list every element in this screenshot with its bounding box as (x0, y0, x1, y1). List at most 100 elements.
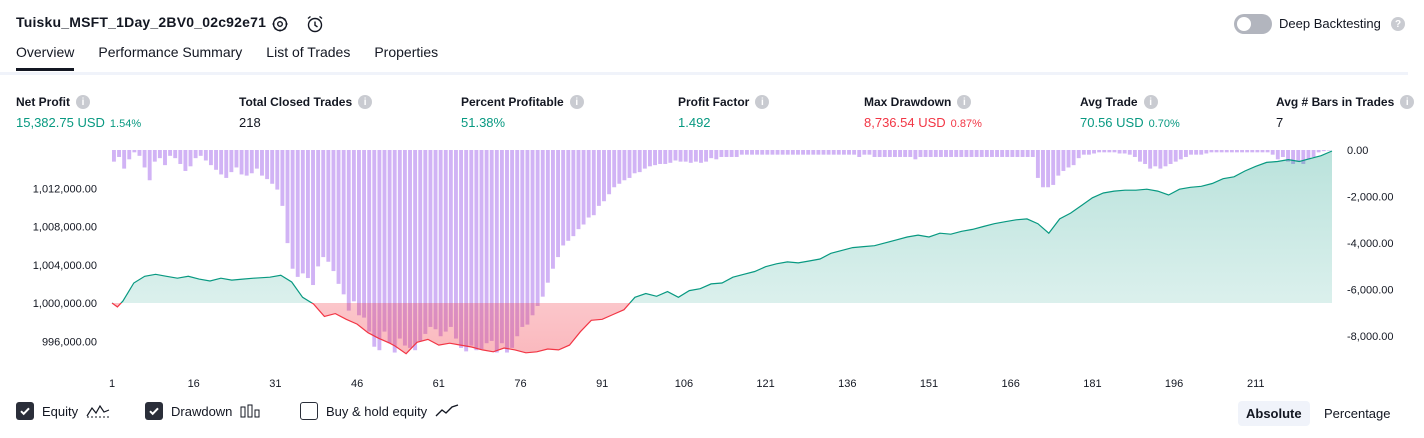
drawdown-bar (137, 150, 142, 156)
trend-line-icon (435, 404, 459, 417)
drawdown-bar (556, 150, 560, 258)
info-icon[interactable]: i (569, 95, 584, 109)
drawdown-bar (214, 150, 218, 170)
drawdown-bar (392, 150, 397, 353)
legend-equity[interactable]: Equity (16, 402, 110, 420)
tab-properties[interactable]: Properties (374, 44, 439, 60)
strategy-title: Tuisku_MSFT_1Day_2BV0_02c92e71 (16, 14, 267, 30)
drawdown-bar (545, 150, 550, 283)
absolute-button[interactable]: Absolute (1238, 401, 1310, 426)
info-icon[interactable]: i (755, 95, 770, 109)
tab-list-of-trades[interactable]: List of Trades (266, 44, 351, 60)
info-icon[interactable]: i (358, 95, 373, 109)
drawdown-bar (1306, 150, 1311, 160)
tab-performance-summary[interactable]: Performance Summary (98, 44, 243, 60)
drawdown-bar (1138, 150, 1142, 162)
y-right-tick-label: -8,000.00 (1347, 331, 1393, 343)
y-left-tick-label: 1,012,000.00 (33, 183, 97, 195)
y-left-tick-label: 1,000,000.00 (33, 298, 97, 310)
metric-net-profit: Net Profit i 15,382.75 USD 1.54% (16, 94, 141, 130)
drawdown-bar (418, 150, 423, 341)
drawdown-bar (1086, 150, 1091, 155)
legend-buy-hold[interactable]: Buy & hold equity (300, 402, 459, 420)
drawdown-bar (770, 150, 775, 155)
drawdown-bar (1107, 150, 1112, 153)
drawdown-checkbox[interactable] (145, 402, 163, 420)
info-icon[interactable]: i (76, 95, 90, 109)
x-tick-label: 166 (1002, 378, 1020, 390)
drawdown-bar (438, 150, 443, 337)
drawdown-bar (387, 150, 392, 344)
drawdown-bar (1117, 150, 1122, 154)
drawdown-bar (1061, 150, 1066, 171)
drawdown-bar (1275, 150, 1280, 160)
drawdown-bar (699, 150, 703, 163)
drawdown-bar (1255, 150, 1260, 153)
x-tick-label: 46 (351, 378, 363, 390)
drawdown-bar (1102, 150, 1107, 153)
help-icon[interactable]: ? (1391, 17, 1405, 31)
metric-label: Max Drawdown (864, 95, 952, 109)
drawdown-bar (739, 150, 744, 155)
drawdown-bar (1178, 150, 1183, 160)
equity-drawdown-chart[interactable]: 1,012,000.00 1,008,000.00 1,004,000.00 1,00… (0, 140, 1424, 398)
drawdown-bar (1204, 150, 1209, 154)
drawdown-bar (1132, 150, 1137, 157)
drawdown-bar (632, 150, 637, 174)
drawdown-bar (326, 150, 331, 262)
drawdown-bar (1051, 150, 1056, 185)
drawdown-bar (530, 150, 535, 316)
alarm-clock-icon[interactable] (305, 14, 325, 34)
drawdown-bar (882, 150, 887, 157)
drawdown-bar (806, 150, 811, 155)
drawdown-bar (1326, 150, 1331, 151)
equity-layer (111, 150, 1333, 355)
drawdown-bar (724, 150, 729, 157)
drawdown-bar (454, 150, 458, 339)
drawdown-bar (295, 150, 300, 277)
x-tick-label: 61 (433, 378, 445, 390)
drawdown-bar (127, 150, 132, 160)
equity-checkbox[interactable] (16, 402, 34, 420)
drawdown-bar (1071, 150, 1076, 166)
buy-hold-checkbox[interactable] (300, 402, 318, 420)
legend-label: Drawdown (171, 403, 233, 419)
drawdown-bar (505, 150, 509, 353)
drawdown-bar (995, 150, 999, 157)
x-tick-label: 121 (756, 378, 774, 390)
percentage-button[interactable]: Percentage (1324, 406, 1391, 421)
drawdown-bar (877, 150, 882, 157)
drawdown-bar (602, 150, 606, 202)
drawdown-bar (760, 150, 765, 155)
legend-drawdown[interactable]: Drawdown (145, 402, 262, 420)
drawdown-bar (729, 150, 734, 157)
drawdown-bar (535, 150, 540, 306)
drawdown-bar (964, 150, 969, 157)
drawdown-bar (750, 150, 754, 155)
x-tick-label: 106 (675, 378, 693, 390)
deep-backtesting-toggle[interactable] (1234, 14, 1272, 34)
metric-value: 15,382.75 USD (16, 115, 105, 130)
settings-icon[interactable] (270, 14, 290, 34)
info-icon[interactable]: i (1400, 95, 1415, 109)
y-left-tick-label: 996,000.00 (42, 336, 97, 348)
info-icon[interactable]: i (957, 95, 972, 109)
drawdown-bar (831, 150, 836, 155)
drawdown-bar (796, 150, 800, 155)
info-icon[interactable]: i (1143, 95, 1158, 109)
drawdown-bar (1250, 150, 1255, 153)
metric-value: 1.492 (678, 115, 711, 130)
drawdown-bar (331, 150, 336, 272)
metric-percent-profitable: Percent Profitable i 51.38% (461, 94, 584, 130)
drawdown-bar (938, 150, 943, 157)
drawdown-bar (469, 150, 474, 346)
drawdown-bar (147, 150, 152, 181)
metric-pct: 0.70% (1148, 118, 1180, 130)
drawdown-bar (852, 150, 857, 155)
drawdown-bar (1168, 150, 1173, 164)
equity-loss-area (112, 303, 630, 354)
drawdown-bar (1224, 150, 1229, 153)
alarm-clock-icon-graphic (307, 15, 323, 33)
tab-overview[interactable]: Overview (16, 44, 75, 71)
drawdown-bar (346, 150, 351, 311)
